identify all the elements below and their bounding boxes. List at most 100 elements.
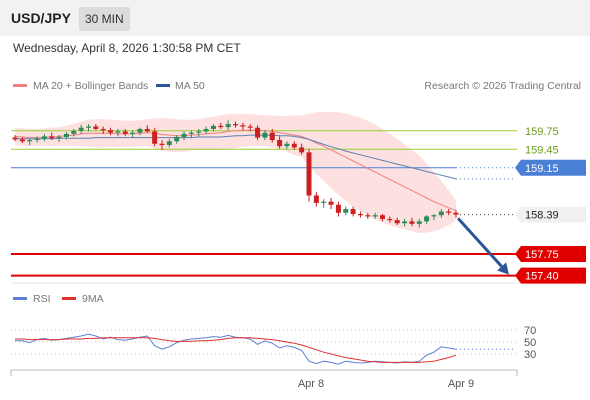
timeframe-button[interactable]: 30 MIN — [79, 7, 130, 31]
ma50-line — [15, 134, 457, 180]
level-tag-last-3: 158.39 — [515, 206, 586, 223]
candle — [56, 135, 62, 142]
main-legend: MA 20 + Bollinger Bands MA 50 Research ©… — [13, 80, 581, 92]
candle — [446, 209, 452, 216]
candle — [306, 148, 312, 202]
candles — [12, 120, 459, 228]
candle — [196, 128, 202, 137]
candle — [181, 131, 187, 141]
candle — [240, 122, 246, 131]
candle — [269, 128, 275, 143]
copyright: Research © 2026 Trading Central — [424, 80, 581, 92]
candle — [453, 210, 459, 218]
grid-lines — [10, 282, 585, 376]
bollinger-band-layer — [15, 111, 456, 234]
symbol-title: USD/JPY — [11, 10, 71, 26]
candle — [262, 130, 268, 141]
legend-ma50-label: MA 50 — [175, 80, 205, 92]
level-tag-support-4: 157.75 — [515, 246, 586, 263]
candle — [225, 120, 231, 131]
candle — [291, 141, 297, 150]
candle — [321, 199, 327, 208]
candle — [409, 217, 415, 227]
legend-rsi-swatch — [13, 297, 27, 300]
forecast-arrow-shaft — [456, 217, 503, 268]
candle — [387, 216, 393, 223]
candle — [27, 138, 33, 145]
candle — [431, 213, 437, 221]
candle — [12, 135, 18, 142]
candle — [166, 138, 172, 148]
timestamp: Wednesday, April 8, 2026 1:30:58 PM CET — [13, 41, 241, 55]
candle — [78, 124, 84, 134]
candle — [203, 126, 209, 134]
level-tag-pivot-2: 159.15 — [515, 159, 586, 176]
candle — [255, 125, 261, 141]
level-labels: 159.75 159.45 159.15 158.39 157.75 157.40 — [515, 126, 586, 284]
candle — [174, 135, 180, 144]
candle — [343, 206, 349, 216]
svg-text:158.39: 158.39 — [525, 210, 559, 222]
candle — [313, 191, 319, 207]
candle — [357, 211, 363, 218]
candle — [402, 218, 408, 227]
rsi-tick-label-50: 50 — [524, 337, 536, 349]
candle — [93, 124, 99, 131]
candle — [277, 136, 283, 149]
candle — [416, 218, 422, 228]
candle — [188, 130, 194, 138]
candle — [86, 124, 91, 132]
candle — [130, 130, 136, 138]
candle — [137, 127, 143, 136]
rsi-tick-label-70: 70 — [524, 325, 536, 337]
ma20-line — [14, 129, 457, 211]
candle — [159, 140, 165, 150]
candle — [218, 122, 224, 129]
rsi-line — [15, 333, 457, 365]
candle — [380, 213, 385, 222]
candle — [438, 209, 444, 218]
candle — [372, 212, 378, 219]
candle — [210, 124, 216, 132]
candle — [284, 141, 290, 149]
candle — [41, 133, 47, 142]
candle — [247, 124, 253, 132]
candle — [152, 127, 158, 147]
candle — [100, 126, 106, 134]
level-label-resistance-0: 159.75 — [525, 126, 559, 138]
header-bar: USD/JPY 30 MIN — [0, 0, 590, 36]
candle — [335, 201, 341, 217]
candle — [350, 206, 356, 217]
x-tick-apr8: Apr 8 — [298, 378, 324, 390]
candle — [394, 217, 400, 226]
candle — [49, 132, 55, 141]
level-tag-support-5: 157.40 — [515, 267, 586, 284]
legend-9ma-swatch — [62, 297, 76, 300]
candle — [63, 132, 69, 140]
candle — [108, 127, 114, 136]
candle — [328, 197, 334, 210]
candle — [233, 121, 238, 128]
rsi-9ma-line — [15, 337, 457, 363]
legend-ma20-label: MA 20 + Bollinger Bands — [33, 80, 148, 92]
candle — [19, 136, 25, 144]
svg-text:157.40: 157.40 — [525, 271, 559, 283]
rsi-tick-label-30: 30 — [524, 349, 536, 361]
moving-averages — [14, 129, 457, 211]
candle — [365, 212, 371, 219]
candle — [122, 128, 128, 137]
legend-9ma-label: 9MA — [82, 293, 104, 305]
candle — [115, 128, 121, 137]
candle — [71, 128, 77, 137]
rsi-legend: RSI 9MA — [13, 293, 104, 305]
svg-text:159.15: 159.15 — [525, 163, 559, 175]
candle — [34, 136, 40, 143]
level-label-resistance-1: 159.45 — [525, 144, 559, 156]
candle — [299, 143, 305, 155]
x-tick-apr9: Apr 9 — [448, 378, 474, 390]
forecast-arrow-head — [497, 262, 509, 275]
legend-ma50-swatch — [156, 84, 170, 87]
